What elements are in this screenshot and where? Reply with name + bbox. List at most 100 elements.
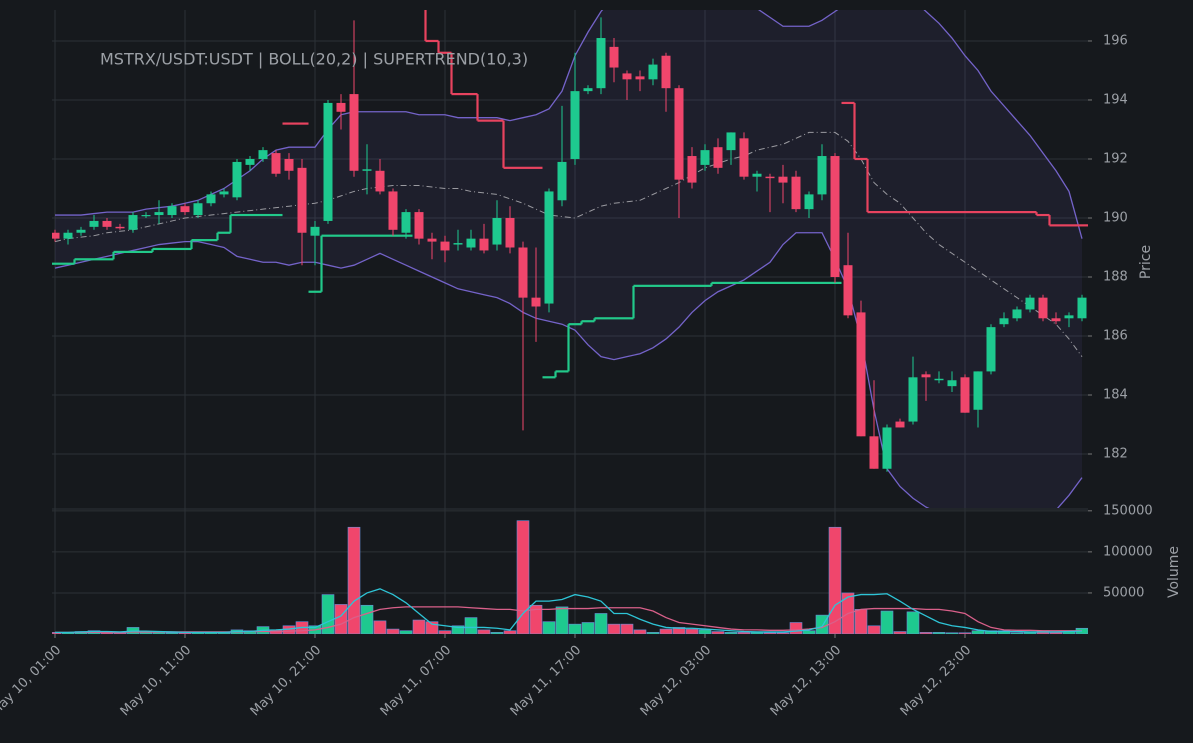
volume-bar — [932, 632, 946, 634]
volume-bar — [685, 628, 699, 634]
candle-body — [1025, 297, 1035, 310]
candle-body — [921, 374, 931, 378]
y-tick-label: 184 — [1103, 388, 1128, 403]
volume-bar — [321, 594, 335, 634]
candle-body — [323, 102, 333, 221]
candle-body — [219, 191, 229, 195]
candle-body — [817, 156, 827, 195]
volume-tick-label: 50000 — [1103, 585, 1144, 600]
volume-bar — [464, 617, 478, 634]
volume-bar — [1049, 632, 1063, 634]
volume-bar — [997, 630, 1011, 634]
volume-bar — [451, 625, 465, 634]
volume-bar — [607, 623, 621, 634]
y-tick-label: 182 — [1103, 447, 1128, 462]
volume-bar — [854, 609, 868, 634]
volume-bar — [620, 623, 634, 634]
volume-axis-label: Volume — [1166, 546, 1182, 598]
candle-body — [713, 147, 723, 168]
candle-body — [518, 247, 528, 298]
volume-bar — [152, 632, 166, 634]
candle-body — [1064, 315, 1074, 319]
candle-body — [531, 297, 541, 307]
candle-body — [362, 169, 372, 171]
candle-body — [791, 176, 801, 210]
volume-bar — [893, 631, 907, 634]
candle-body — [986, 327, 996, 372]
volume-tick-label: 100000 — [1103, 544, 1153, 559]
volume-bar — [373, 620, 387, 634]
candle-body — [1012, 309, 1022, 319]
candle-body — [557, 161, 567, 201]
candle-body — [388, 191, 398, 230]
volume-bar — [477, 629, 491, 634]
volume-bar — [867, 625, 881, 634]
volume-bar — [555, 606, 569, 634]
candle-body — [973, 371, 983, 410]
candle-body — [154, 212, 164, 216]
x-tick-label: May 12, 23:00 — [898, 643, 975, 720]
volume-bar — [711, 631, 725, 634]
price-panel — [52, 10, 1088, 508]
volume-bar — [737, 632, 751, 634]
candle-body — [141, 215, 151, 217]
y-tick-label: 190 — [1103, 210, 1128, 225]
candle-body — [804, 194, 814, 210]
volume-bar — [360, 604, 374, 634]
candle-body — [1038, 297, 1048, 319]
volume-bar — [763, 632, 777, 634]
candle-body — [271, 153, 281, 174]
volume-bar — [1023, 632, 1037, 634]
volume-bar — [659, 628, 673, 634]
candle-body — [63, 232, 73, 239]
candle-body — [843, 265, 853, 316]
y-tick-label: 194 — [1103, 92, 1128, 107]
bollinger-upper — [55, 10, 1083, 239]
volume-bar — [516, 520, 530, 634]
candle-body — [102, 220, 112, 227]
candle-body — [778, 176, 788, 183]
volume-bar — [347, 526, 361, 634]
candle-body — [765, 176, 775, 179]
candle-body — [76, 229, 86, 233]
candle-body — [206, 194, 216, 204]
candle-body — [999, 318, 1009, 325]
volume-bar — [399, 630, 413, 634]
candle-body — [505, 217, 515, 248]
x-tick-label: May 12, 13:00 — [768, 643, 845, 720]
candle-body — [609, 46, 619, 68]
candle-body — [583, 88, 593, 92]
volume-bar — [971, 630, 985, 634]
y-tick-label: 192 — [1103, 151, 1128, 166]
volume-ma-fast — [55, 588, 1083, 634]
volume-bar — [906, 611, 920, 634]
volume-bar — [958, 632, 972, 634]
candle-body — [52, 232, 60, 239]
volume-bar — [542, 621, 556, 634]
candle-body — [258, 150, 268, 159]
x-tick-label: May 11, 07:00 — [378, 643, 455, 720]
candle-body — [674, 88, 684, 180]
candle-body — [440, 241, 450, 251]
candle-body — [375, 170, 385, 192]
candle-body — [622, 73, 632, 80]
x-tick-label: May 10, 21:00 — [248, 643, 325, 720]
volume-bar — [581, 622, 595, 634]
candle-body — [869, 436, 879, 469]
volume-bar — [672, 627, 686, 634]
volume-tick-label: 150000 — [1103, 503, 1153, 518]
volume-bar — [503, 630, 517, 634]
volume-bar — [165, 632, 179, 634]
candle-body — [427, 238, 437, 242]
candle-body — [284, 158, 294, 171]
candle-body — [908, 377, 918, 422]
candle-body — [297, 167, 307, 233]
volume-bar — [529, 604, 543, 634]
candle-body — [466, 238, 476, 248]
candle-body — [830, 156, 840, 277]
candle-body — [193, 203, 203, 216]
candle-body — [648, 64, 658, 80]
candle-body — [661, 55, 671, 89]
volume-bar — [698, 629, 712, 634]
volume-bar — [776, 632, 790, 634]
